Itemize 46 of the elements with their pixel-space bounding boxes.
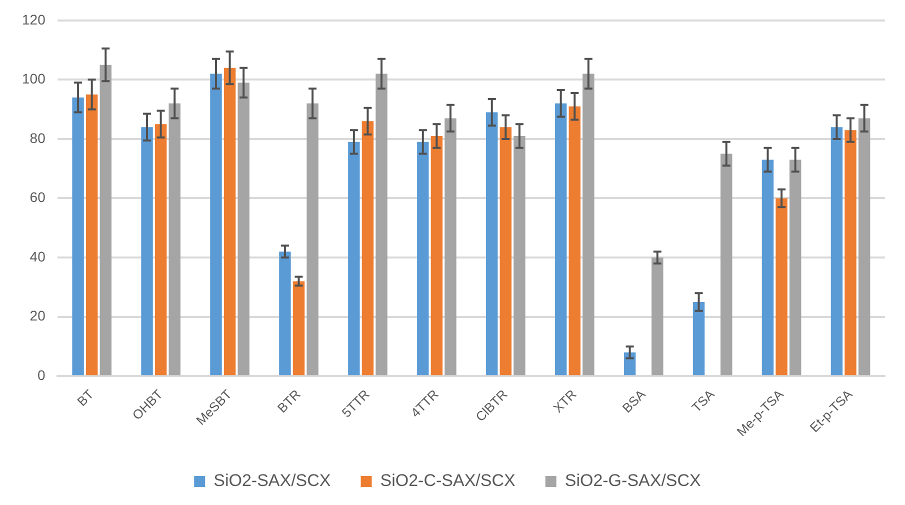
bar	[279, 252, 291, 376]
y-tick-label: 100	[22, 70, 46, 87]
bar	[776, 198, 788, 376]
bar	[789, 160, 802, 376]
bar	[554, 103, 567, 376]
bar	[514, 136, 526, 376]
legend-label: SiO2-G-SAX/SCX	[564, 471, 701, 490]
y-tick-label: 0	[38, 366, 46, 383]
x-tick-label: BT	[74, 386, 97, 410]
bar	[238, 82, 250, 376]
y-tick-label: 120	[22, 11, 46, 28]
bar	[692, 302, 705, 376]
bar	[582, 74, 594, 376]
bar	[154, 124, 167, 376]
bar	[72, 97, 84, 376]
bar	[100, 64, 112, 376]
bar	[141, 127, 153, 376]
bar	[430, 136, 443, 376]
bar	[486, 112, 498, 376]
y-tick-label: 20	[30, 308, 46, 324]
bar	[844, 130, 856, 376]
bar	[720, 154, 732, 376]
bar	[362, 121, 374, 376]
bar	[762, 160, 774, 376]
y-tick-label: 60	[30, 189, 46, 206]
bar	[568, 106, 580, 376]
bar	[652, 258, 664, 376]
x-tick-label: BSA	[619, 386, 648, 416]
bar	[417, 142, 429, 376]
bar	[500, 127, 512, 376]
bar	[210, 74, 222, 376]
bar	[348, 142, 360, 376]
bar	[292, 281, 305, 376]
bar	[376, 74, 388, 376]
y-tick-label: 40	[30, 248, 46, 264]
bar	[224, 68, 236, 376]
bar	[830, 127, 843, 376]
x-tick-label: TSA	[688, 386, 718, 416]
bar	[444, 118, 456, 376]
legend-label: SiO2-SAX/SCX	[214, 471, 331, 490]
y-tick-label: 80	[30, 130, 46, 146]
bar	[858, 118, 870, 376]
bar	[86, 94, 98, 376]
bar	[306, 103, 318, 376]
bar	[168, 103, 180, 376]
legend-label: SiO2-C-SAX/SCX	[380, 471, 516, 490]
